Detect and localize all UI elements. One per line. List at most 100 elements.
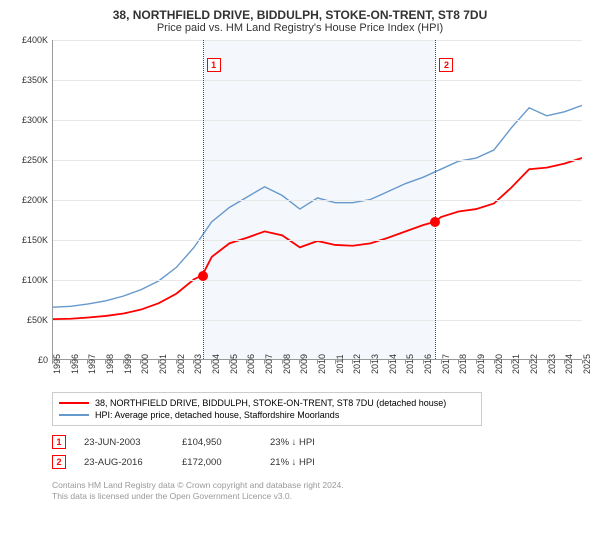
event-row: 1 23-JUN-2003 £104,950 23% ↓ HPI: [52, 432, 588, 452]
event-price: £172,000: [182, 457, 252, 468]
y-tick-label: £100K: [22, 275, 48, 285]
y-tick-label: £250K: [22, 155, 48, 165]
x-tick-label: 1997: [87, 354, 97, 374]
x-tick-mark: [70, 360, 71, 364]
marker-badge: 1: [207, 58, 221, 72]
x-tick-label: 1999: [123, 354, 133, 374]
event-date: 23-JUN-2003: [84, 437, 164, 448]
x-tick-mark: [193, 360, 194, 364]
x-tick-label: 2014: [388, 354, 398, 374]
x-tick-label: 2006: [246, 354, 256, 374]
x-tick-mark: [282, 360, 283, 364]
x-tick-mark: [123, 360, 124, 364]
x-tick-label: 2023: [547, 354, 557, 374]
x-tick-mark: [405, 360, 406, 364]
footer-line-2: This data is licensed under the Open Gov…: [52, 491, 588, 502]
footer-line-1: Contains HM Land Registry data © Crown c…: [52, 480, 588, 491]
event-badge: 1: [52, 435, 66, 449]
x-tick-mark: [105, 360, 106, 364]
x-tick-label: 2020: [494, 354, 504, 374]
x-tick-mark: [494, 360, 495, 364]
y-tick-label: £300K: [22, 115, 48, 125]
legend-row: 38, NORTHFIELD DRIVE, BIDDULPH, STOKE-ON…: [59, 397, 475, 409]
x-tick-mark: [476, 360, 477, 364]
y-tick-label: £150K: [22, 235, 48, 245]
x-tick-label: 2005: [229, 354, 239, 374]
x-tick-mark: [511, 360, 512, 364]
x-tick-mark: [299, 360, 300, 364]
event-delta: 21% ↓ HPI: [270, 457, 315, 468]
legend-row: HPI: Average price, detached house, Staf…: [59, 409, 475, 421]
event-date: 23-AUG-2016: [84, 457, 164, 468]
marker-dot: [430, 217, 440, 227]
x-tick-label: 2021: [511, 354, 521, 374]
x-tick-label: 2009: [299, 354, 309, 374]
x-tick-label: 1996: [70, 354, 80, 374]
x-tick-mark: [87, 360, 88, 364]
x-tick-mark: [246, 360, 247, 364]
x-tick-label: 2012: [352, 354, 362, 374]
legend-swatch: [59, 402, 89, 404]
event-badge: 2: [52, 455, 66, 469]
legend-label: 38, NORTHFIELD DRIVE, BIDDULPH, STOKE-ON…: [95, 398, 446, 408]
x-tick-mark: [547, 360, 548, 364]
x-tick-label: 2015: [405, 354, 415, 374]
y-axis: £0£50K£100K£150K£200K£250K£300K£350K£400…: [12, 40, 52, 360]
x-tick-mark: [370, 360, 371, 364]
x-tick-label: 1995: [52, 354, 62, 374]
x-tick-label: 2003: [193, 354, 203, 374]
x-tick-mark: [564, 360, 565, 364]
x-tick-mark: [176, 360, 177, 364]
event-row: 2 23-AUG-2016 £172,000 21% ↓ HPI: [52, 452, 588, 472]
chart-container: 38, NORTHFIELD DRIVE, BIDDULPH, STOKE-ON…: [0, 0, 600, 560]
x-tick-mark: [335, 360, 336, 364]
y-tick-label: £50K: [27, 315, 48, 325]
grid-line: [53, 160, 582, 161]
x-tick-mark: [441, 360, 442, 364]
legend-label: HPI: Average price, detached house, Staf…: [95, 410, 339, 420]
x-tick-mark: [317, 360, 318, 364]
x-tick-label: 2013: [370, 354, 380, 374]
legend-swatch: [59, 414, 89, 416]
y-tick-label: £200K: [22, 195, 48, 205]
series-hpi: [53, 105, 582, 307]
x-tick-mark: [140, 360, 141, 364]
x-axis: 1995199619971998199920002001200220032004…: [52, 360, 582, 390]
event-delta: 23% ↓ HPI: [270, 437, 315, 448]
x-tick-label: 2004: [211, 354, 221, 374]
x-tick-mark: [158, 360, 159, 364]
x-tick-mark: [229, 360, 230, 364]
event-price: £104,950: [182, 437, 252, 448]
legend: 38, NORTHFIELD DRIVE, BIDDULPH, STOKE-ON…: [52, 392, 482, 426]
footer-attribution: Contains HM Land Registry data © Crown c…: [52, 480, 588, 502]
y-tick-label: £400K: [22, 35, 48, 45]
x-tick-mark: [211, 360, 212, 364]
x-tick-label: 2007: [264, 354, 274, 374]
x-tick-label: 1998: [105, 354, 115, 374]
x-tick-mark: [52, 360, 53, 364]
y-tick-label: £350K: [22, 75, 48, 85]
grid-line: [53, 320, 582, 321]
x-tick-label: 2018: [458, 354, 468, 374]
x-tick-mark: [582, 360, 583, 364]
x-tick-mark: [423, 360, 424, 364]
x-tick-label: 2000: [140, 354, 150, 374]
x-tick-label: 2008: [282, 354, 292, 374]
y-tick-label: £0: [38, 355, 48, 365]
marker-dot: [198, 271, 208, 281]
chart-title: 38, NORTHFIELD DRIVE, BIDDULPH, STOKE-ON…: [12, 8, 588, 22]
grid-line: [53, 120, 582, 121]
x-tick-label: 2017: [441, 354, 451, 374]
grid-line: [53, 80, 582, 81]
x-tick-label: 2001: [158, 354, 168, 374]
x-tick-label: 2010: [317, 354, 327, 374]
grid-line: [53, 240, 582, 241]
events-table: 1 23-JUN-2003 £104,950 23% ↓ HPI 2 23-AUG-201…: [52, 432, 588, 472]
grid-line: [53, 200, 582, 201]
x-tick-label: 2002: [176, 354, 186, 374]
marker-badge: 2: [439, 58, 453, 72]
x-tick-label: 2016: [423, 354, 433, 374]
x-tick-mark: [264, 360, 265, 364]
x-tick-mark: [458, 360, 459, 364]
chart-area: £0£50K£100K£150K£200K£250K£300K£350K£400…: [12, 40, 588, 390]
